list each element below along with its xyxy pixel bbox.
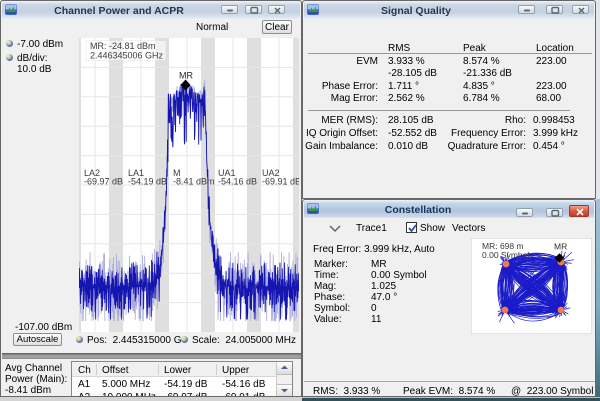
svg-text:MR: MR [179, 71, 193, 81]
svg-text:-69.97 dB: -69.97 dB [84, 177, 123, 187]
svg-text:UA1: UA1 [218, 168, 236, 178]
svg-text:-54.16 dB: -54.16 dB [218, 177, 257, 187]
svg-text:M: M [173, 168, 181, 178]
svg-text:LA2: LA2 [84, 168, 100, 178]
svg-text:2.446345006 GHz: 2.446345006 GHz [90, 51, 164, 61]
svg-text:-69.91 dB: -69.91 dB [262, 177, 299, 187]
svg-text:UA2: UA2 [262, 168, 280, 178]
svg-text:0.00 Symbol: 0.00 Symbol [482, 250, 529, 260]
svg-text:-54.19 dB: -54.19 dB [128, 177, 167, 187]
svg-text:MR: -24.81 dBm: MR: -24.81 dBm [90, 41, 156, 51]
svg-text:LA1: LA1 [128, 168, 144, 178]
svg-text:MR: 698 m: MR: 698 m [482, 241, 524, 251]
svg-text:MR: MR [554, 242, 567, 252]
svg-text:-8.41 dBm: -8.41 dBm [173, 177, 215, 187]
